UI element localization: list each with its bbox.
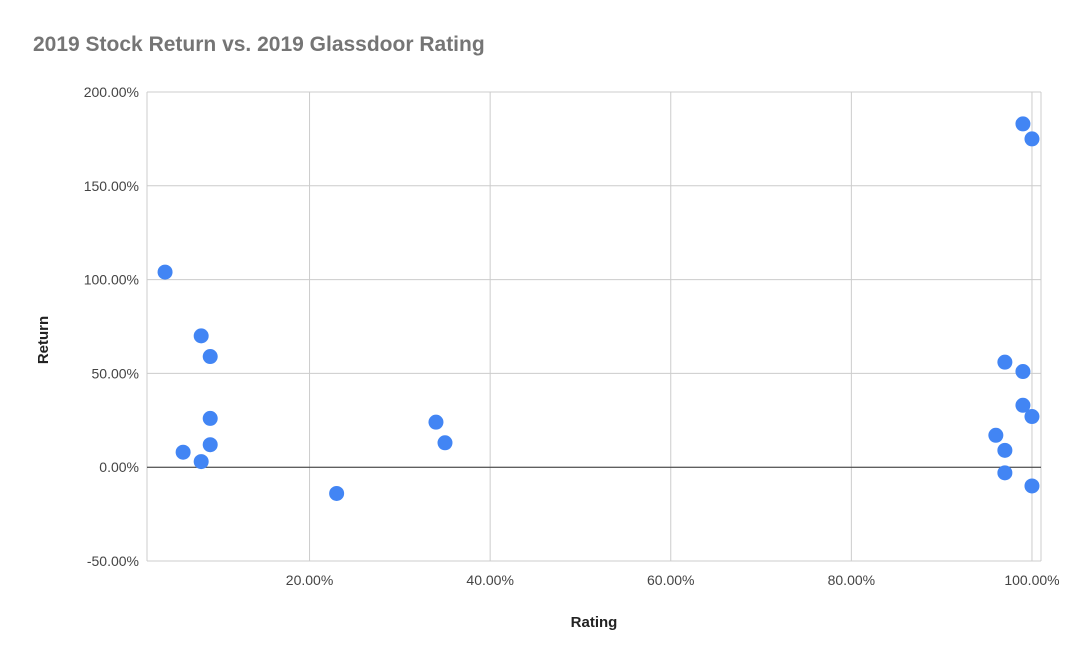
data-points: [157, 116, 1040, 501]
x-tick-label: 60.00%: [647, 572, 694, 588]
grid-lines: [146, 91, 1042, 562]
scatter-point: [1015, 116, 1031, 132]
scatter-point: [202, 349, 218, 365]
chart-title: 2019 Stock Return vs. 2019 Glassdoor Rat…: [33, 33, 485, 56]
y-tick-label: 100.00%: [84, 272, 139, 288]
y-tick-label: 0.00%: [99, 459, 139, 475]
scatter-point: [997, 354, 1013, 370]
scatter-point: [202, 410, 218, 426]
y-axis-title: Return: [35, 316, 52, 364]
scatter-point: [1015, 364, 1031, 380]
x-axis-title: Rating: [571, 614, 618, 631]
y-axis-ticks: -50.00% 0.00% 50.00% 100.00% 150.00% 200.00%: [84, 84, 139, 569]
scatter-point: [1024, 131, 1040, 147]
scatter-point: [329, 485, 345, 501]
scatter-point: [988, 427, 1004, 443]
scatter-point: [1024, 409, 1040, 425]
scatter-point: [157, 264, 173, 280]
scatter-point: [997, 442, 1013, 458]
scatter-point: [997, 465, 1013, 481]
scatter-point: [193, 454, 209, 470]
y-tick-label: 50.00%: [92, 365, 139, 381]
scatter-point: [428, 414, 444, 430]
y-tick-label: 200.00%: [84, 84, 139, 100]
scatter-point: [175, 444, 191, 460]
scatter-point: [193, 328, 209, 344]
scatter-point: [1015, 397, 1031, 413]
y-tick-label: -50.00%: [87, 553, 139, 569]
y-tick-label: 150.00%: [84, 178, 139, 194]
scatter-point: [437, 435, 453, 451]
x-tick-label: 80.00%: [828, 572, 875, 588]
x-tick-label: 20.00%: [286, 572, 333, 588]
x-axis-ticks: 20.00% 40.00% 60.00% 80.00% 100.00%: [286, 572, 1060, 588]
scatter-point: [1024, 478, 1040, 494]
x-tick-label: 100.00%: [1004, 572, 1059, 588]
scatter-point: [202, 437, 218, 453]
x-tick-label: 40.00%: [466, 572, 513, 588]
